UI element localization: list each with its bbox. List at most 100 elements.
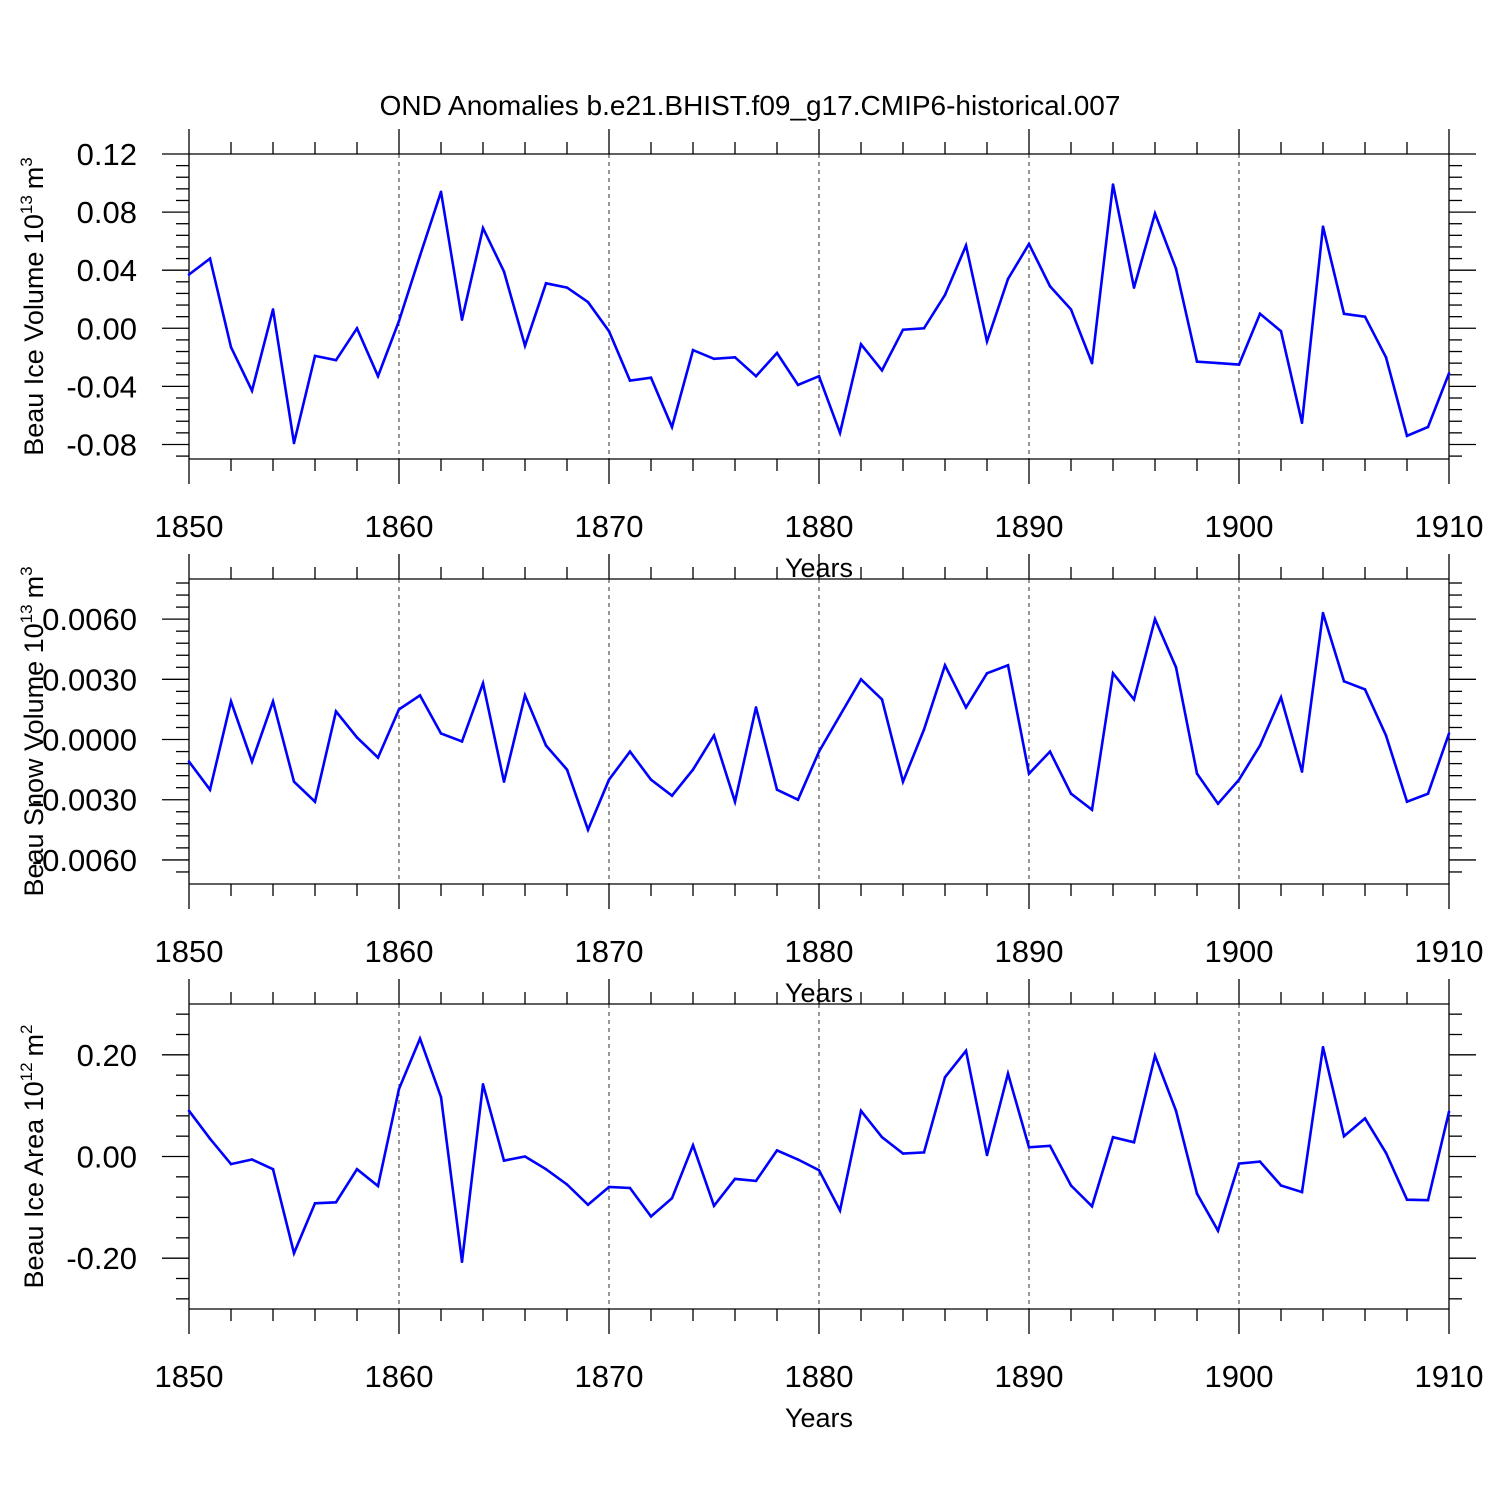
x-tick-label: 1860 — [365, 509, 434, 544]
data-point — [691, 768, 695, 771]
data-point — [502, 270, 506, 273]
data-point — [439, 732, 443, 735]
data-point — [1027, 242, 1031, 246]
data-point — [859, 1109, 863, 1113]
data-point — [670, 425, 674, 429]
x-tick-label: 1880 — [785, 1359, 854, 1394]
y-axis-title: Beau Snow Volume 1013 m3 — [17, 566, 49, 896]
data-point — [313, 354, 317, 358]
data-point — [1069, 792, 1073, 796]
y-tick-label: -0.0060 — [32, 843, 137, 878]
data-point — [754, 1179, 758, 1183]
data-point — [964, 706, 968, 709]
y-axis-title-main: Beau Ice Area 10 — [19, 1081, 49, 1288]
data-point — [775, 1149, 779, 1152]
data-point — [1132, 286, 1136, 289]
data-point — [838, 431, 842, 435]
data-point — [1384, 734, 1388, 737]
data-point — [292, 1251, 296, 1255]
data-point — [1006, 277, 1010, 281]
data-point — [1132, 698, 1136, 701]
x-tick-label: 1900 — [1205, 1359, 1274, 1394]
x-tick-label: 1860 — [365, 934, 434, 969]
y-tick-label: -0.04 — [66, 369, 137, 404]
data-point — [1405, 800, 1409, 804]
y-axis-title-exponent: 13 — [17, 604, 36, 623]
data-point — [754, 374, 758, 378]
data-point — [733, 356, 737, 359]
y-axis-title-unit-exponent: 3 — [17, 566, 36, 575]
y-axis-title: Beau Ice Volume 1013 m3 — [17, 157, 49, 456]
data-point — [1258, 1160, 1262, 1163]
data-point — [1279, 696, 1283, 699]
x-tick-label: 1900 — [1205, 934, 1274, 969]
x-tick-label: 1890 — [995, 1359, 1064, 1394]
data-point — [229, 1162, 233, 1166]
data-point — [838, 714, 842, 717]
data-point — [208, 1137, 212, 1141]
data-point — [607, 1185, 611, 1189]
data-point — [817, 374, 821, 378]
data-point — [922, 326, 926, 330]
data-point — [670, 794, 674, 798]
y-tick-label: 0.00 — [77, 1140, 137, 1175]
data-point — [922, 1151, 926, 1154]
data-point — [544, 744, 548, 747]
data-point — [502, 1159, 506, 1162]
data-point — [691, 348, 695, 352]
data-point — [376, 756, 380, 759]
data-point — [187, 273, 191, 276]
data-point — [1363, 688, 1367, 691]
x-tick-label: 1870 — [575, 934, 644, 969]
data-point — [565, 286, 569, 289]
panel-ice-area: 1850 1860 1870 1880 1890 1900 1910 Years -0.20 0.… — [17, 979, 1483, 1433]
data-point — [796, 1158, 800, 1161]
data-point — [838, 1209, 842, 1212]
data-point — [376, 374, 380, 378]
data-point — [502, 780, 506, 783]
y-tick-label: 0.12 — [77, 137, 137, 172]
data-point — [187, 760, 191, 763]
data-point — [901, 1152, 905, 1155]
data-point — [1153, 617, 1157, 621]
y-tick-label: 0.0030 — [42, 662, 137, 697]
data-point — [775, 788, 779, 791]
data-point — [1426, 425, 1430, 429]
data-point — [880, 1135, 884, 1139]
data-point — [481, 226, 485, 230]
data-point — [1363, 315, 1367, 318]
data-point — [1069, 1184, 1073, 1187]
y-axis-title-unit-exponent: 3 — [17, 157, 36, 166]
data-point — [313, 1201, 317, 1205]
data-point — [1195, 772, 1199, 775]
data-point — [817, 1168, 821, 1172]
data-point — [649, 778, 653, 781]
data-point — [733, 800, 737, 804]
data-point — [859, 342, 863, 346]
data-point — [355, 1167, 359, 1171]
data-point — [229, 345, 233, 349]
data-point — [964, 244, 968, 247]
data-point — [1447, 1110, 1451, 1114]
data-point — [796, 798, 800, 802]
data-point — [460, 1260, 464, 1264]
panel-snow-volume: 1850 1860 1870 1880 1890 1900 1910Years-0.0060… — [17, 554, 1483, 1008]
data-point — [439, 190, 443, 194]
data-point — [460, 740, 464, 743]
data-point — [901, 328, 905, 332]
data-point — [523, 694, 527, 697]
data-point — [355, 326, 359, 330]
data-point — [943, 293, 947, 297]
panel-ice-volume: 1850 1860 1870 1880 1890 1900 1910Years-0.08-0… — [17, 129, 1483, 583]
data-point — [376, 1184, 380, 1188]
data-point — [1342, 1134, 1346, 1138]
data-point — [985, 340, 989, 343]
data-point — [1195, 1192, 1199, 1195]
data-point — [1405, 1198, 1409, 1202]
data-point — [250, 389, 254, 393]
data-point — [1111, 1135, 1115, 1139]
y-axis-title-main: Beau Ice Volume 10 — [19, 214, 49, 456]
data-point — [964, 1049, 968, 1053]
y-tick-label: 0.00 — [77, 311, 137, 346]
data-point — [1111, 183, 1115, 186]
